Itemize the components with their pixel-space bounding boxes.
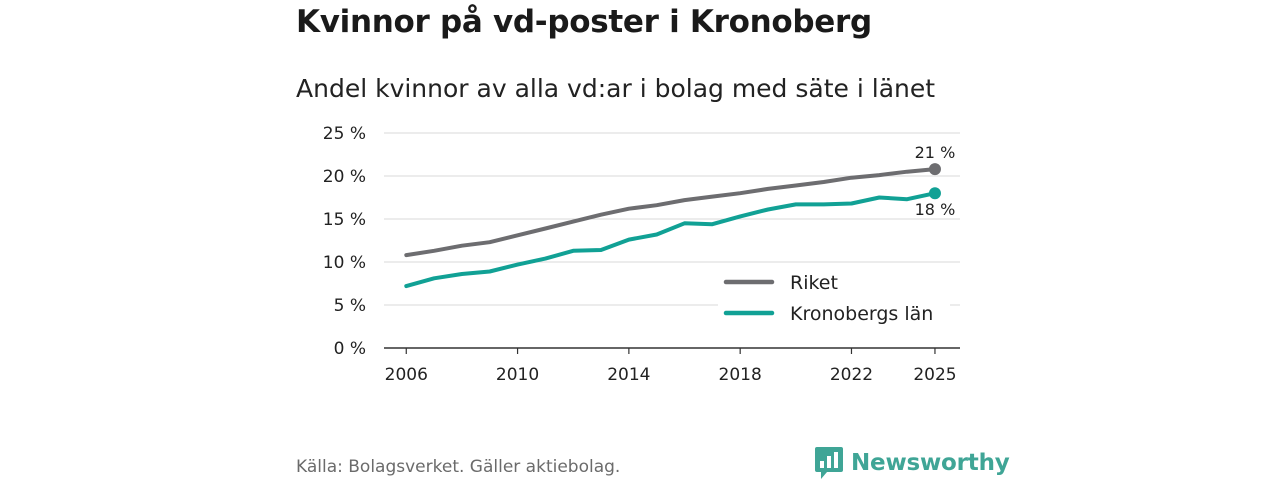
legend-background xyxy=(718,263,950,333)
series-line-kronoberg xyxy=(404,191,937,289)
series-line-riket xyxy=(404,167,937,258)
x-tick-label: 2006 xyxy=(385,365,428,385)
y-tick-label: 0 % xyxy=(334,339,366,359)
x-tick-label: 2010 xyxy=(496,365,539,385)
x-tick-label: 2025 xyxy=(913,365,956,385)
y-tick-label: 20 % xyxy=(323,167,366,187)
y-tick-label: 5 % xyxy=(334,296,366,316)
source-note: Källa: Bolagsverket. Gäller aktiebolag. xyxy=(296,457,621,477)
y-tick-label: 10 % xyxy=(323,253,366,273)
y-tick-label: 25 % xyxy=(323,124,366,144)
data-label: 21 % xyxy=(915,143,956,162)
legend-label: Riket xyxy=(790,272,838,294)
x-tick-label: 2014 xyxy=(607,365,650,385)
chart-title: Kvinnor på vd-poster i Kronoberg xyxy=(296,4,872,40)
series-end-point xyxy=(928,187,941,200)
brand-name: Newsworthy xyxy=(851,450,1010,476)
data-label: 18 % xyxy=(915,200,956,219)
series-end-point xyxy=(928,163,941,176)
legend-label: Kronobergs län xyxy=(790,303,933,325)
y-tick-label: 15 % xyxy=(323,210,366,230)
chart-subtitle: Andel kvinnor av alla vd:ar i bolag med … xyxy=(296,74,936,103)
x-tick-label: 2018 xyxy=(719,365,762,385)
x-tick-label: 2022 xyxy=(830,365,873,385)
brand-logo[interactable]: Newsworthy xyxy=(814,446,1010,480)
newsworthy-logo-icon xyxy=(815,447,843,479)
